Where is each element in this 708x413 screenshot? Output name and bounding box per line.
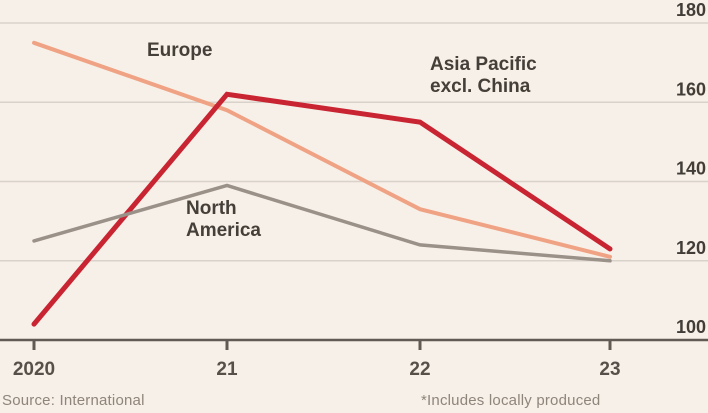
x-axis-label: 2020 (13, 359, 55, 380)
series-line-europe (32, 40, 612, 259)
y-axis-label: 100 (676, 317, 706, 337)
source-note: Source: International (2, 392, 145, 409)
series-label-europe: Europe (147, 40, 212, 61)
x-axis-label: 23 (599, 359, 620, 380)
y-axis-label: 120 (676, 238, 706, 258)
y-axis-label: 140 (676, 159, 706, 179)
y-axis-label: 160 (676, 79, 706, 99)
chart-footer: Source: International *Includes locally … (0, 390, 708, 413)
series-label-asia-pacific: Asia Pacific excl. China (430, 54, 537, 97)
footnote: *Includes locally produced (421, 392, 601, 409)
x-axis-label: 22 (409, 359, 430, 380)
y-axis-label: 180 (676, 0, 706, 20)
x-axis-label: 21 (216, 359, 238, 380)
series-line-north-america (32, 183, 612, 263)
series-label-north: North America (186, 198, 261, 241)
series-line-asia-pacific-excl-china (31, 91, 613, 327)
